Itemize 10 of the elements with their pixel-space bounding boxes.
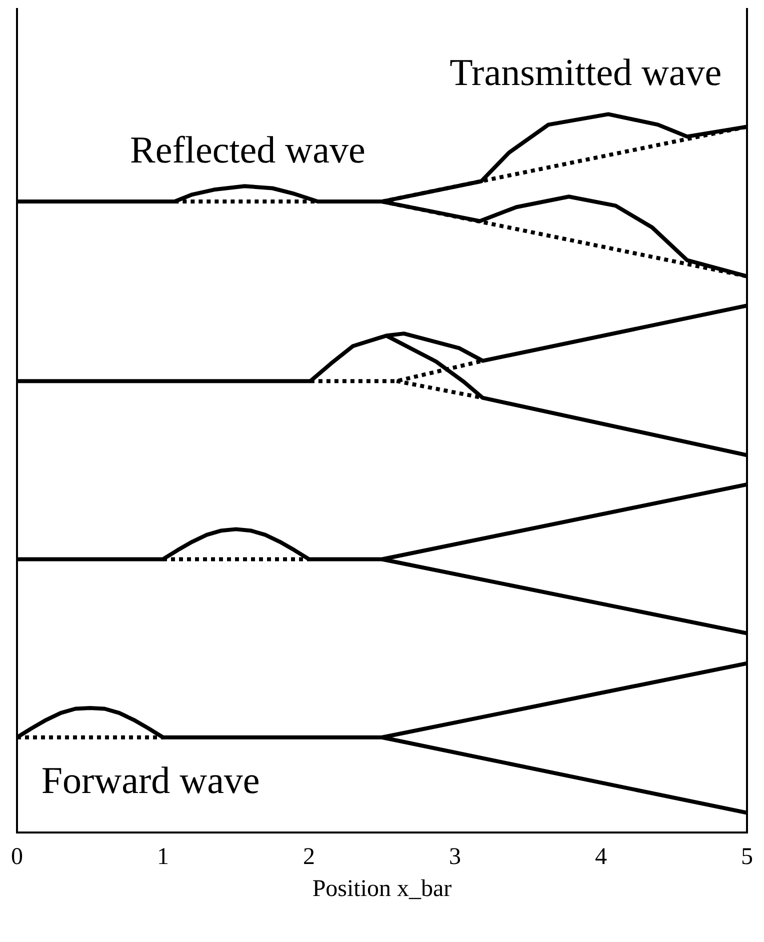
x-tick-label: 5 — [741, 844, 753, 870]
x-tick-label: 3 — [449, 844, 461, 870]
text: Transmitted wave — [450, 52, 722, 94]
annotation: Forward wave — [41, 760, 260, 802]
x-tick-label: 1 — [157, 844, 169, 870]
x-tick-label: 4 — [595, 844, 607, 870]
x-axis-title: Position x_bar — [312, 876, 452, 902]
x-tick-label: 2 — [303, 844, 315, 870]
x-tick-label: 0 — [11, 844, 23, 870]
annotation: Reflected wave — [130, 129, 366, 172]
